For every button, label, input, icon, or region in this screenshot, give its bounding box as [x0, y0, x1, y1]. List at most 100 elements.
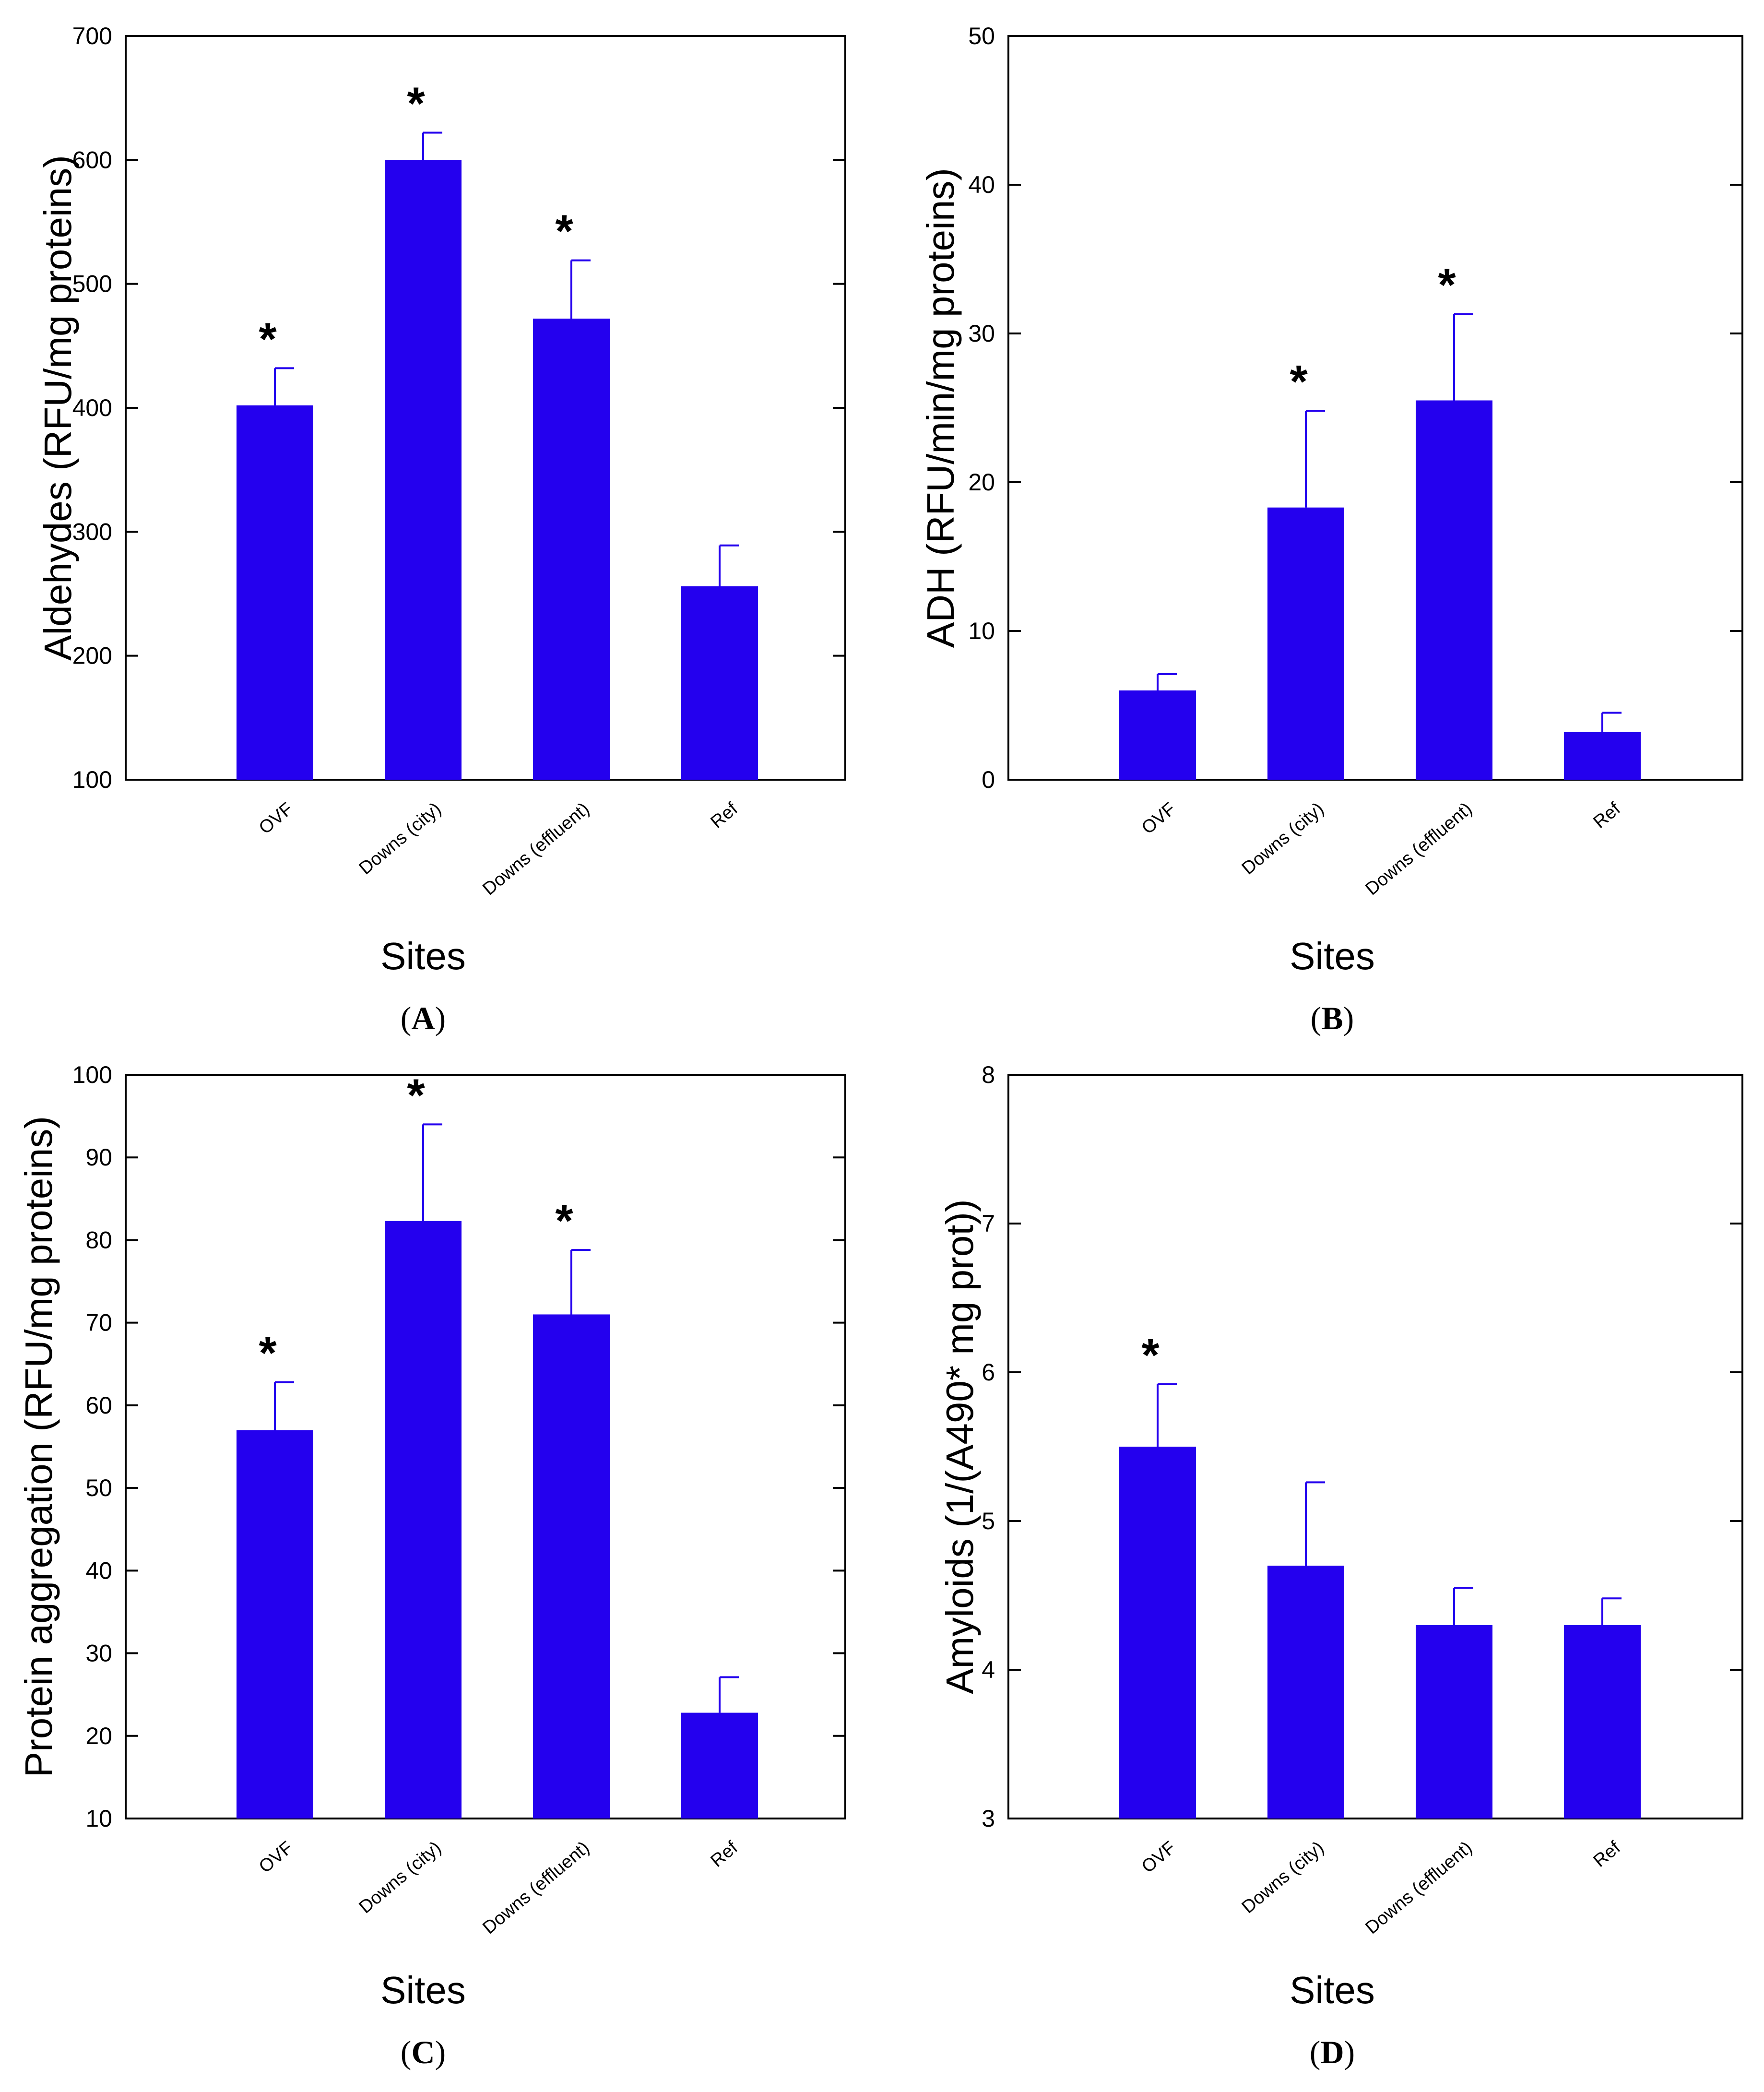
category-label: Downs (effluent)	[1361, 799, 1476, 900]
category-label: Downs (city)	[355, 1838, 445, 1918]
category-label: Ref	[1589, 1837, 1624, 1871]
bar	[681, 586, 758, 780]
bar	[1119, 690, 1196, 780]
x-axis-title: Sites	[380, 1969, 466, 2011]
y-tick-label: 50	[968, 23, 995, 49]
panel-paren-close: )	[1344, 2034, 1355, 2070]
panel-b: 0 10 20 30 40 50 OVF Downs (city) * Downs (efflue…	[919, 23, 1743, 1036]
bar	[1416, 400, 1492, 780]
bar	[1267, 507, 1344, 780]
bar	[237, 1430, 313, 1819]
bar	[1564, 732, 1641, 780]
bar	[1416, 1625, 1492, 1819]
y-tick-label: 30	[85, 1640, 112, 1667]
y-tick-label: 4	[982, 1656, 995, 1683]
panel-letter: B	[1321, 1000, 1343, 1036]
y-tick-label: 100	[72, 766, 112, 793]
y-tick-label: 60	[85, 1392, 112, 1419]
category-label: OVF	[255, 799, 297, 838]
category-label: Downs (city)	[355, 799, 445, 879]
panel-paren-close: )	[1343, 1000, 1354, 1036]
significance-star: *	[407, 78, 425, 130]
plot-frame	[125, 1074, 846, 1819]
x-axis-title: Sites	[1290, 1969, 1375, 2011]
category-label: Ref	[1589, 798, 1624, 832]
bar	[681, 1712, 758, 1819]
y-tick-label: 100	[72, 1061, 112, 1088]
plot-frame	[1007, 1074, 1743, 1819]
bar	[385, 1221, 462, 1819]
y-tick-label: 8	[982, 1061, 995, 1088]
panel-label: (B)	[1311, 1000, 1354, 1036]
bar	[237, 405, 313, 780]
panel-paren-close: )	[435, 2034, 446, 2070]
panel-letter: A	[411, 1000, 435, 1036]
panel-paren-open: (	[1311, 1000, 1322, 1036]
panel-paren-open: (	[401, 1000, 412, 1036]
y-tick-label: 7	[982, 1210, 995, 1237]
significance-star: *	[1290, 356, 1308, 407]
bar	[1267, 1566, 1344, 1819]
x-axis-title: Sites	[1290, 935, 1375, 977]
plot-frame	[1007, 35, 1743, 781]
significance-star: *	[407, 1070, 425, 1121]
y-tick-label: 70	[85, 1309, 112, 1336]
category-label: Downs (city)	[1238, 1838, 1328, 1918]
y-tick-label: 6	[982, 1359, 995, 1386]
category-label: Ref	[707, 1837, 742, 1871]
category-label: Downs (effluent)	[479, 1838, 593, 1938]
panel-d: 3 4 5 6 7 8 OVF * Downs (city) Downs (effluent) Re…	[938, 1061, 1743, 2070]
y-tick-label: 0	[982, 766, 995, 793]
bar	[1119, 1447, 1196, 1819]
y-tick-label: 10	[85, 1805, 112, 1832]
y-tick-label: 200	[72, 642, 112, 669]
y-tick-label: 90	[85, 1144, 112, 1171]
category-label: OVF	[1138, 1838, 1180, 1877]
significance-star: *	[259, 313, 277, 365]
panel-letter: D	[1320, 2034, 1344, 2070]
bar	[1564, 1625, 1641, 1819]
panel-a: 100 200 300 400 500 600 700 OVF * Downs (city) * Do…	[36, 23, 846, 1036]
panel-letter: C	[411, 2034, 435, 2070]
category-label: Downs (effluent)	[1361, 1838, 1476, 1938]
y-tick-label: 40	[85, 1557, 112, 1584]
significance-star: *	[1438, 260, 1456, 311]
category-label: Ref	[707, 798, 742, 832]
y-axis-title: Aldehydes (RFU/mg proteins)	[36, 155, 79, 661]
y-tick-label: 600	[72, 146, 112, 173]
y-axis-title: ADH (RFU/min/mg proteins)	[919, 168, 962, 648]
panel-paren-open: (	[401, 2034, 412, 2070]
y-axis-title: Amyloids (1/(A490* mg prot))	[938, 1199, 981, 1694]
significance-star: *	[555, 1195, 573, 1247]
bar	[533, 1314, 610, 1819]
category-label: OVF	[1138, 799, 1180, 838]
y-tick-label: 50	[85, 1474, 112, 1501]
y-tick-label: 5	[982, 1508, 995, 1534]
bar	[533, 319, 610, 780]
panel-label: (A)	[401, 1000, 446, 1036]
category-label: Downs (effluent)	[479, 799, 593, 900]
y-tick-label: 500	[72, 271, 112, 297]
y-tick-label: 80	[85, 1226, 112, 1253]
y-axis-title: Protein aggregation (RFU/mg proteins)	[17, 1116, 60, 1777]
y-tick-label: 300	[72, 518, 112, 545]
significance-star: *	[259, 1328, 277, 1379]
x-axis-title: Sites	[380, 935, 466, 977]
panel-c: 10 20 30 40 50 60 70 80 90 100 OVF * Downs (city) * Do…	[17, 1061, 846, 2070]
panel-label: (D)	[1310, 2034, 1355, 2070]
y-tick-label: 20	[85, 1723, 112, 1749]
y-tick-label: 20	[968, 469, 995, 496]
y-tick-label: 400	[72, 394, 112, 421]
panel-label: (C)	[401, 2034, 446, 2070]
category-label: OVF	[255, 1838, 297, 1877]
y-tick-label: 700	[72, 23, 112, 49]
panel-paren-close: )	[435, 1000, 446, 1036]
category-label: Downs (city)	[1238, 799, 1328, 879]
y-tick-label: 10	[968, 618, 995, 644]
panel-paren-open: (	[1310, 2034, 1321, 2070]
significance-star: *	[1141, 1330, 1160, 1381]
bar	[385, 160, 462, 780]
y-tick-label: 30	[968, 320, 995, 347]
y-tick-label: 3	[982, 1805, 995, 1832]
